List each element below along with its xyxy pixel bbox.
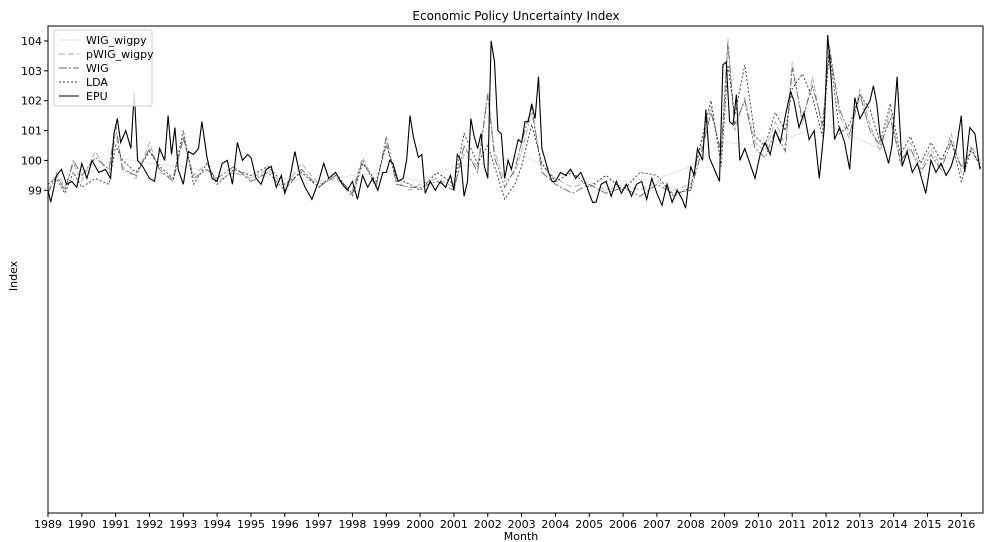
chart-title: Economic Policy Uncertainty Index — [412, 9, 619, 23]
series-line-lda — [48, 49, 983, 201]
x-tick-label: 2000 — [406, 518, 434, 531]
y-tick-label: 103 — [21, 65, 42, 78]
x-tick-label: 2011 — [778, 518, 806, 531]
legend-label: pWIG_wigpy — [86, 48, 154, 61]
series-line-pwig-wigpy — [48, 37, 982, 192]
x-tick-label: 2012 — [812, 518, 840, 531]
plot-frame — [47, 25, 984, 514]
x-tick-label: 2006 — [609, 518, 637, 531]
x-tick-label: 1989 — [34, 518, 62, 531]
x-tick-label: 1996 — [271, 518, 299, 531]
x-tick-label: 2008 — [677, 518, 705, 531]
series-line-epu — [48, 34, 981, 209]
x-tick-label: 1994 — [203, 518, 231, 531]
x-tick-label: 2010 — [744, 518, 772, 531]
y-tick-label: 100 — [21, 154, 42, 167]
x-tick-label: 2016 — [947, 518, 975, 531]
y-axis-title: Index — [7, 260, 20, 291]
legend-label: EPU — [86, 90, 108, 103]
x-tick-label: 2007 — [643, 518, 671, 531]
x-axis: 1989 1990 1991 1992 1993 1994 1995 1996 1997 1998… — [34, 513, 975, 531]
x-tick-label: 2013 — [846, 518, 874, 531]
x-tick-label: 2003 — [508, 518, 536, 531]
x-tick-label: 2005 — [575, 518, 603, 531]
x-tick-label: 1991 — [102, 518, 130, 531]
y-tick-label: 99 — [28, 184, 42, 197]
x-tick-label: 1993 — [169, 518, 197, 531]
x-tick-label: 1997 — [305, 518, 333, 531]
x-tick-label: 2001 — [440, 518, 468, 531]
y-tick-label: 102 — [21, 95, 42, 108]
x-tick-label: 1998 — [338, 518, 366, 531]
x-tick-label: 2015 — [914, 518, 942, 531]
x-axis-title: Month — [504, 530, 539, 542]
legend-label: WIG — [86, 62, 109, 75]
legend-label: LDA — [86, 76, 108, 89]
plot-area — [48, 34, 983, 209]
y-tick-label: 101 — [21, 125, 42, 138]
x-tick-label: 1992 — [135, 518, 163, 531]
y-axis: 99 100 101 102 103 104 — [21, 35, 48, 197]
x-tick-label: 2009 — [711, 518, 739, 531]
x-tick-label: 1999 — [372, 518, 400, 531]
x-tick-label: 2004 — [541, 518, 569, 531]
y-tick-label: 104 — [21, 35, 42, 48]
x-tick-label: 2014 — [880, 518, 908, 531]
x-tick-label: 1990 — [68, 518, 96, 531]
x-tick-label: 1995 — [237, 518, 265, 531]
series-line-wig — [48, 43, 982, 197]
x-tick-label: 2002 — [474, 518, 502, 531]
legend-box — [53, 29, 153, 107]
legend-label: WIG_wigpy — [86, 34, 147, 47]
